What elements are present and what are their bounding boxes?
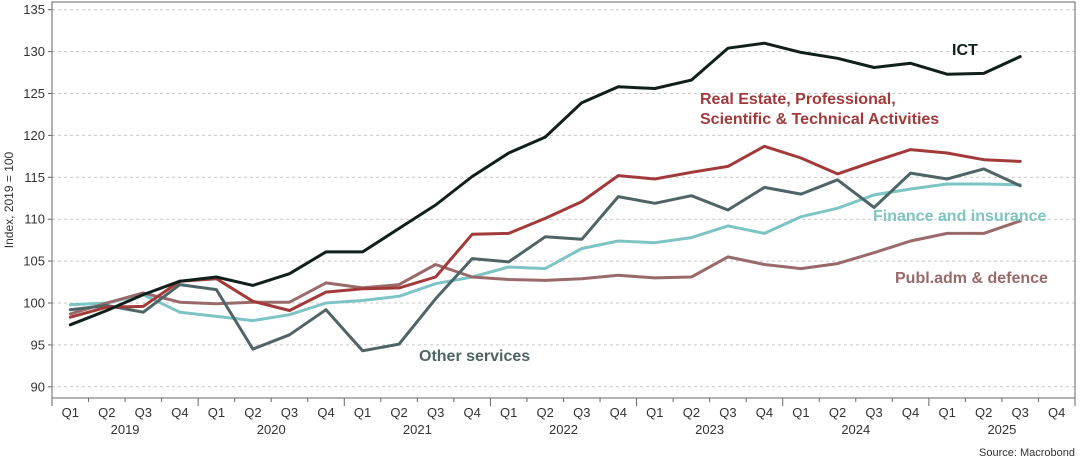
x-tick-label-quarter: Q1: [938, 405, 955, 420]
x-tick-label-quarter: Q2: [683, 405, 700, 420]
y-axis-ticks: 90 95 100 105 110 115 120 125 130 135: [23, 2, 52, 394]
x-tick-label-year: 2020: [257, 422, 286, 437]
series-line-other-services: [68, 167, 1022, 353]
series-line-real-estate-professional-scientific-technical-activities: [68, 144, 1022, 319]
legend-label-finance: Finance and insurance: [873, 208, 1046, 225]
x-tick-label-quarter: Q2: [98, 405, 115, 420]
y-tick-label: 90: [31, 379, 45, 394]
y-tick-label: 105: [23, 254, 45, 269]
y-tick-label: 125: [23, 86, 45, 101]
x-tick-label-quarter: Q4: [171, 405, 188, 420]
x-tick-label-quarter: Q4: [1048, 405, 1065, 420]
plot-frame: [51, 1, 1076, 399]
x-tick-label-quarter: Q4: [610, 405, 627, 420]
x-tick-label-quarter: Q4: [317, 405, 334, 420]
x-tick-label-quarter: Q1: [62, 405, 79, 420]
y-tick-label: 115: [24, 170, 45, 185]
legend-label-publ-adm: Publ.adm & defence: [895, 270, 1048, 287]
x-tick-label-quarter: Q3: [427, 405, 444, 420]
x-tick-label-quarter: Q1: [646, 405, 663, 420]
legend-label-real-estate-line1: Real Estate, Professional,: [700, 91, 896, 108]
x-tick-label-quarter: Q2: [975, 405, 992, 420]
x-tick-label-quarter: Q3: [281, 405, 298, 420]
x-tick-label-quarter: Q1: [208, 405, 225, 420]
y-tick-label: 100: [23, 296, 45, 311]
x-tick-label-quarter: Q2: [390, 405, 407, 420]
series-line-ict: [68, 41, 1022, 327]
x-tick-label-quarter: Q1: [500, 405, 517, 420]
x-tick-label-quarter: Q2: [829, 405, 846, 420]
y-tick-label: 135: [23, 2, 45, 17]
x-tick-label-quarter: Q1: [354, 405, 371, 420]
x-tick-label-quarter: Q3: [135, 405, 152, 420]
x-tick-label-quarter: Q2: [537, 405, 554, 420]
x-tick-label-quarter: Q4: [902, 405, 919, 420]
x-tick-label-quarter: Q3: [1012, 405, 1029, 420]
x-tick-label-quarter: Q4: [463, 405, 480, 420]
y-tick-label: 95: [31, 337, 45, 352]
x-axis-ticks: Q1 Q2 Q3 Q4 Q1 Q2 Q3 Q4 Q1 Q2 Q3 Q4 Q1 Q2 Q3 Q4 Q1 Q2 Q3 Q4…: [51, 398, 1076, 437]
legend-label-real-estate-line2: Scientific & Technical Activities: [700, 111, 939, 128]
x-tick-label-year: 2025: [987, 422, 1016, 437]
x-tick-label-quarter: Q4: [756, 405, 773, 420]
x-tick-label-year: 2021: [403, 422, 432, 437]
series-line-publ-adm-defence: [68, 219, 1022, 316]
x-tick-label-quarter: Q2: [244, 405, 261, 420]
x-tick-label-year: 2023: [695, 422, 724, 437]
x-tick-label-quarter: Q3: [719, 405, 736, 420]
legend-label-other-services: Other services: [419, 348, 530, 365]
y-tick-label: 110: [24, 212, 45, 227]
y-tick-label: 130: [23, 44, 45, 59]
x-tick-label-year: 2024: [841, 422, 870, 437]
series-lines: [68, 41, 1022, 353]
legend-label-ict: ICT: [952, 42, 978, 59]
x-tick-label-quarter: Q3: [865, 405, 882, 420]
y-axis-label: Index, 2019 = 100: [2, 151, 16, 248]
x-tick-label-year: 2022: [549, 422, 578, 437]
y-tick-label: 120: [23, 128, 45, 143]
x-tick-label-quarter: Q1: [792, 405, 809, 420]
x-tick-label-quarter: Q3: [573, 405, 590, 420]
x-tick-label-year: 2019: [111, 422, 140, 437]
source-note: Source: Macrobond: [979, 447, 1075, 459]
